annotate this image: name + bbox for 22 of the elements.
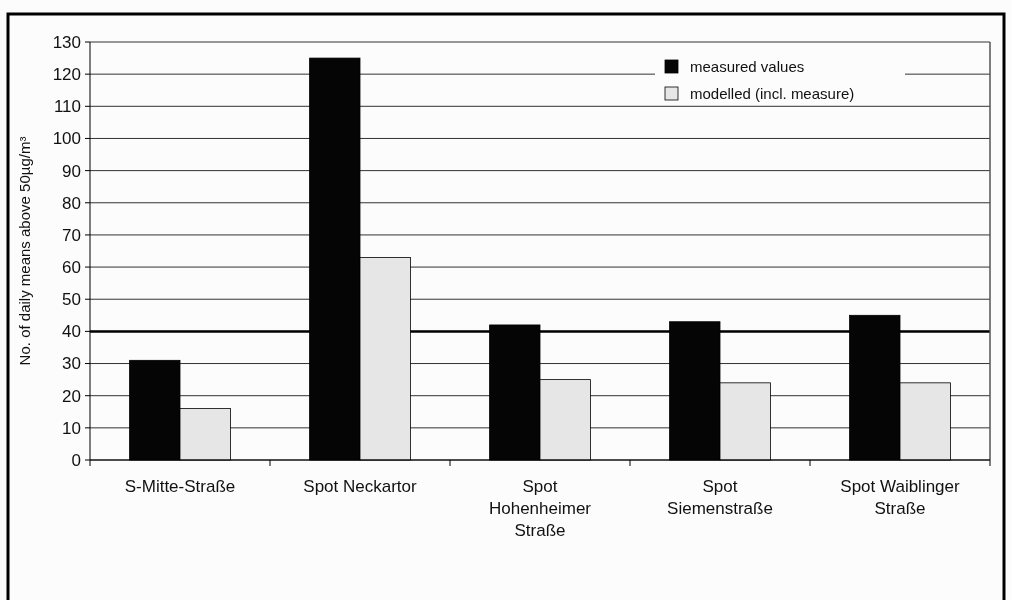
legend-label: modelled (incl. measure) <box>690 85 855 102</box>
y-tick-label: 90 <box>62 161 81 181</box>
y-tick-label: 60 <box>62 258 81 278</box>
y-tick-label: 100 <box>52 129 81 149</box>
y-tick-label: 130 <box>52 32 81 52</box>
y-tick-label: 40 <box>62 322 81 342</box>
x-tick-label: S-Mitte-Straße <box>124 477 236 496</box>
y-tick-label: 110 <box>53 97 81 117</box>
legend-label: measured values <box>690 58 805 75</box>
y-tick-label: 50 <box>62 290 81 310</box>
y-tick-label: 70 <box>62 225 81 245</box>
y-tick-label: 80 <box>62 193 81 213</box>
y-tick-label: 20 <box>62 386 81 406</box>
y-tick-label: 30 <box>62 354 81 374</box>
y-tick-label: 120 <box>52 65 81 85</box>
x-tick-label: Spot Hohenheimer Straße <box>488 477 592 540</box>
x-tick-label: Spot Waiblinger Straße <box>840 477 961 518</box>
y-tick-label: 0 <box>71 450 81 470</box>
x-tick-label: Spot Neckartor <box>303 477 418 496</box>
y-tick-label: 10 <box>62 418 81 438</box>
x-tick-label: Spot Siemenstraße <box>667 477 773 518</box>
y-axis-title: No. of daily means above 50µg/m³ <box>16 136 33 366</box>
